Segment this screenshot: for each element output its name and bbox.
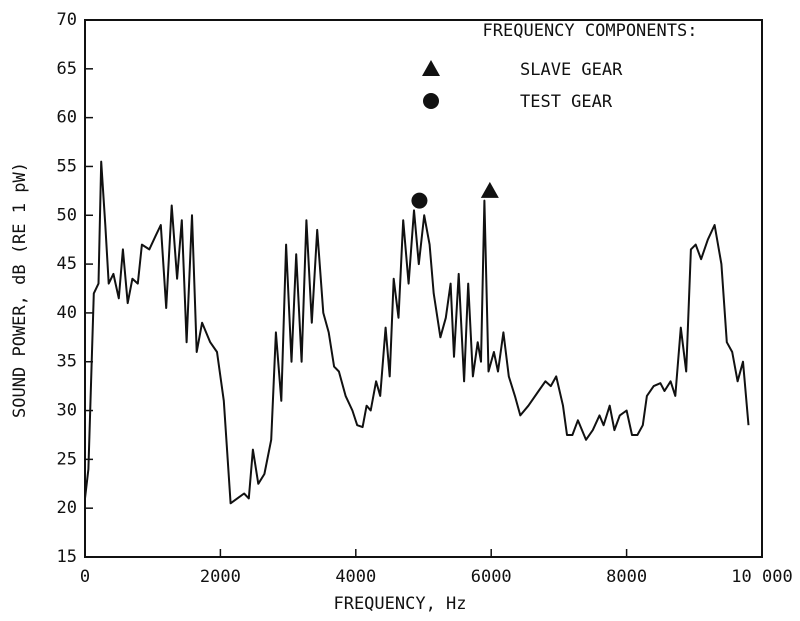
- y-tick-label: 15: [57, 547, 77, 567]
- y-tick-label: 65: [57, 59, 77, 79]
- x-tick-label: 2000: [200, 567, 241, 587]
- y-tick-label: 55: [57, 156, 77, 176]
- y-tick-label: 35: [57, 352, 77, 372]
- x-axis-label: FREQUENCY, Hz: [333, 594, 466, 614]
- circle-marker: [411, 192, 428, 209]
- legend-label: SLAVE GEAR: [520, 60, 623, 80]
- y-tick-label: 50: [57, 205, 77, 225]
- plot-frame: [84, 19, 763, 558]
- triangle-marker: [422, 60, 440, 76]
- x-tick-label: 4000: [335, 567, 376, 587]
- y-tick-label: 30: [57, 401, 77, 421]
- legend-title: FREQUENCY COMPONENTS:: [483, 21, 698, 41]
- triangle-marker: [480, 181, 499, 198]
- y-tick-label: 20: [57, 498, 77, 518]
- y-tick-label: 70: [57, 10, 77, 30]
- x-tick-label: 10 000: [731, 567, 792, 587]
- y-tick-label: 40: [57, 303, 77, 323]
- legend-label: TEST GEAR: [520, 92, 613, 112]
- circle-marker: [423, 93, 439, 109]
- y-tick-label: 60: [57, 108, 77, 128]
- y-tick-label: 45: [57, 254, 77, 274]
- x-tick-label: 8000: [606, 567, 647, 587]
- y-tick-label: 25: [57, 449, 77, 469]
- x-tick-label: 6000: [471, 567, 512, 587]
- x-tick-label: 0: [80, 567, 90, 587]
- data-line: [84, 160, 750, 505]
- y-axis-label: SOUND POWER, dB (RE 1 pW): [10, 162, 30, 418]
